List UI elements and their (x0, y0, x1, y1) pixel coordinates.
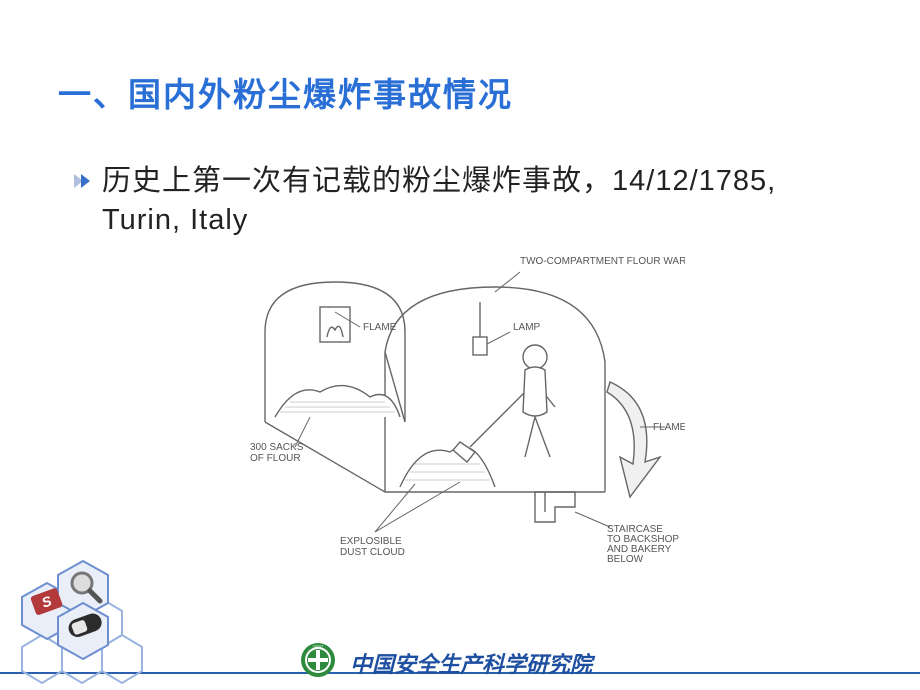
footer-org-text: 中国安全生产科学研究院 (350, 647, 592, 679)
bullet-item: 历史上第一次有记载的粉尘爆炸事故，14/12/1785, Turin, Ital… (74, 162, 860, 240)
org-logo-icon: CASST (300, 642, 336, 683)
diagram-label-sacks: 300 SACKS OF FLOUR (250, 442, 306, 464)
diagram-container: TWO-COMPARTMENT FLOUR WAREHOUSE LAMP FLA… (0, 252, 920, 577)
footer-org: CASST 中国安全生产科学研究院 (300, 642, 592, 683)
bullet-arrow-icon (74, 174, 92, 193)
slide-title: 一、国内外粉尘爆炸事故情况 (0, 0, 920, 116)
diagram-label-staircase: STAIRCASE TO BACKSHOP AND BAKERY BELOW (607, 524, 682, 565)
corner-decor: S (0, 555, 170, 690)
diagram-label-two-compartment: TWO-COMPARTMENT FLOUR WAREHOUSE (520, 256, 685, 267)
bullet-area: 历史上第一次有记载的粉尘爆炸事故，14/12/1785, Turin, Ital… (0, 116, 920, 240)
diagram-label-flame-right: FLAME (653, 422, 685, 433)
diagram-label-dust: EXPLOSIBLE DUST CLOUD (340, 536, 405, 558)
slide: 一、国内外粉尘爆炸事故情况 历史上第一次有记载的粉尘爆炸事故，14/12/178… (0, 0, 920, 690)
warehouse-diagram: TWO-COMPARTMENT FLOUR WAREHOUSE LAMP FLA… (235, 252, 685, 577)
svg-text:CASST: CASST (313, 645, 324, 649)
bullet-text: 历史上第一次有记载的粉尘爆炸事故，14/12/1785, Turin, Ital… (102, 162, 860, 240)
diagram-label-flame-left: FLAME (363, 322, 397, 333)
diagram-label-lamp: LAMP (513, 322, 541, 333)
